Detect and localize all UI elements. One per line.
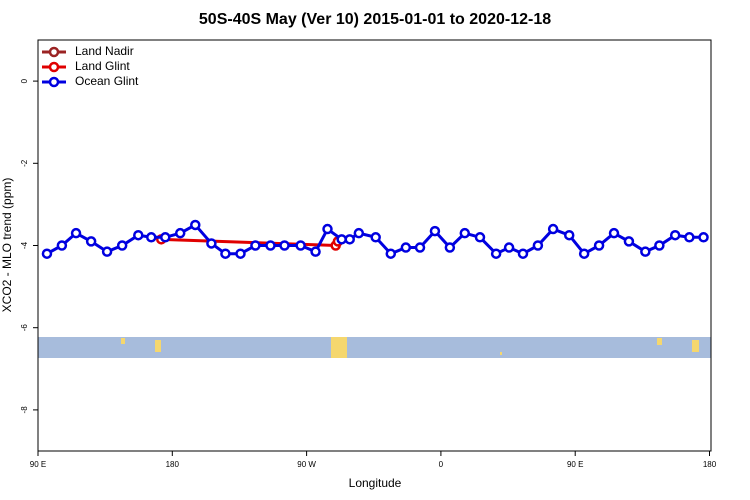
data-point xyxy=(353,227,365,239)
y-tick-label: -2 xyxy=(20,159,29,167)
data-point xyxy=(265,240,276,251)
data-point xyxy=(370,232,381,243)
data-point xyxy=(146,232,157,243)
data-point xyxy=(563,229,575,241)
data-point xyxy=(608,227,620,239)
data-point xyxy=(279,240,290,251)
data-point xyxy=(429,225,441,237)
plot-frame xyxy=(37,39,712,452)
data-point xyxy=(669,229,681,241)
x-axis-label: Longitude xyxy=(349,476,402,490)
series-line xyxy=(161,237,340,248)
x-tick-label: 0 xyxy=(439,460,444,469)
legend-label: Land Glint xyxy=(75,59,130,73)
data-point xyxy=(322,223,333,235)
y-tick-label: -4 xyxy=(20,241,29,249)
data-point xyxy=(654,240,665,251)
legend-label: Land Nadir xyxy=(75,44,134,58)
data-point xyxy=(490,248,502,259)
y-tick-label: -8 xyxy=(20,406,29,414)
data-point xyxy=(578,248,590,259)
legend-marker xyxy=(48,46,60,58)
data-point xyxy=(623,236,635,247)
data-point xyxy=(190,219,201,231)
data-point xyxy=(41,248,53,259)
data-point xyxy=(385,248,397,259)
data-point xyxy=(684,232,695,243)
data-point xyxy=(593,240,605,251)
x-tick-label: 90 E xyxy=(30,460,46,469)
x-tick-label: 90 W xyxy=(297,460,316,469)
legend-marker xyxy=(48,61,60,73)
data-point xyxy=(56,240,68,251)
y-tick-label: 0 xyxy=(20,78,29,83)
data-point xyxy=(160,232,171,243)
legend-label: Ocean Glint xyxy=(75,74,139,88)
data-point xyxy=(101,246,113,257)
data-point xyxy=(503,242,515,253)
series-line xyxy=(46,223,704,256)
y-axis-label: XCO2 - MLO trend (ppm) xyxy=(0,178,14,313)
y-tick-label: -6 xyxy=(20,324,29,332)
data-point xyxy=(70,227,82,239)
data-point xyxy=(85,236,97,247)
x-tick-label: 180 xyxy=(703,460,717,469)
data-point xyxy=(640,246,651,257)
chart-title: 50S-40S May (Ver 10) 2015-01-01 to 2020-… xyxy=(199,11,551,28)
land-patches xyxy=(121,337,699,358)
legend-marker xyxy=(48,76,60,88)
data-point xyxy=(295,240,306,251)
data-point xyxy=(116,240,128,251)
data-point xyxy=(235,248,246,259)
data-point xyxy=(344,234,355,245)
data-point xyxy=(532,240,544,251)
data-point xyxy=(400,242,412,253)
data-point xyxy=(444,242,456,253)
data-point xyxy=(517,248,529,259)
x-tick-label: 180 xyxy=(166,460,180,469)
x-tick-label: 90 E xyxy=(567,460,583,469)
data-point xyxy=(310,246,321,257)
map-strip xyxy=(38,337,711,358)
data-point xyxy=(459,227,471,239)
data-point xyxy=(174,227,186,239)
data-point xyxy=(133,229,144,241)
data-point xyxy=(206,238,217,249)
data-point xyxy=(547,223,559,235)
data-point xyxy=(698,232,709,243)
data-point xyxy=(414,242,426,253)
data-point xyxy=(474,232,486,243)
data-point xyxy=(250,240,261,251)
data-point xyxy=(336,234,347,245)
data-point xyxy=(220,248,231,259)
